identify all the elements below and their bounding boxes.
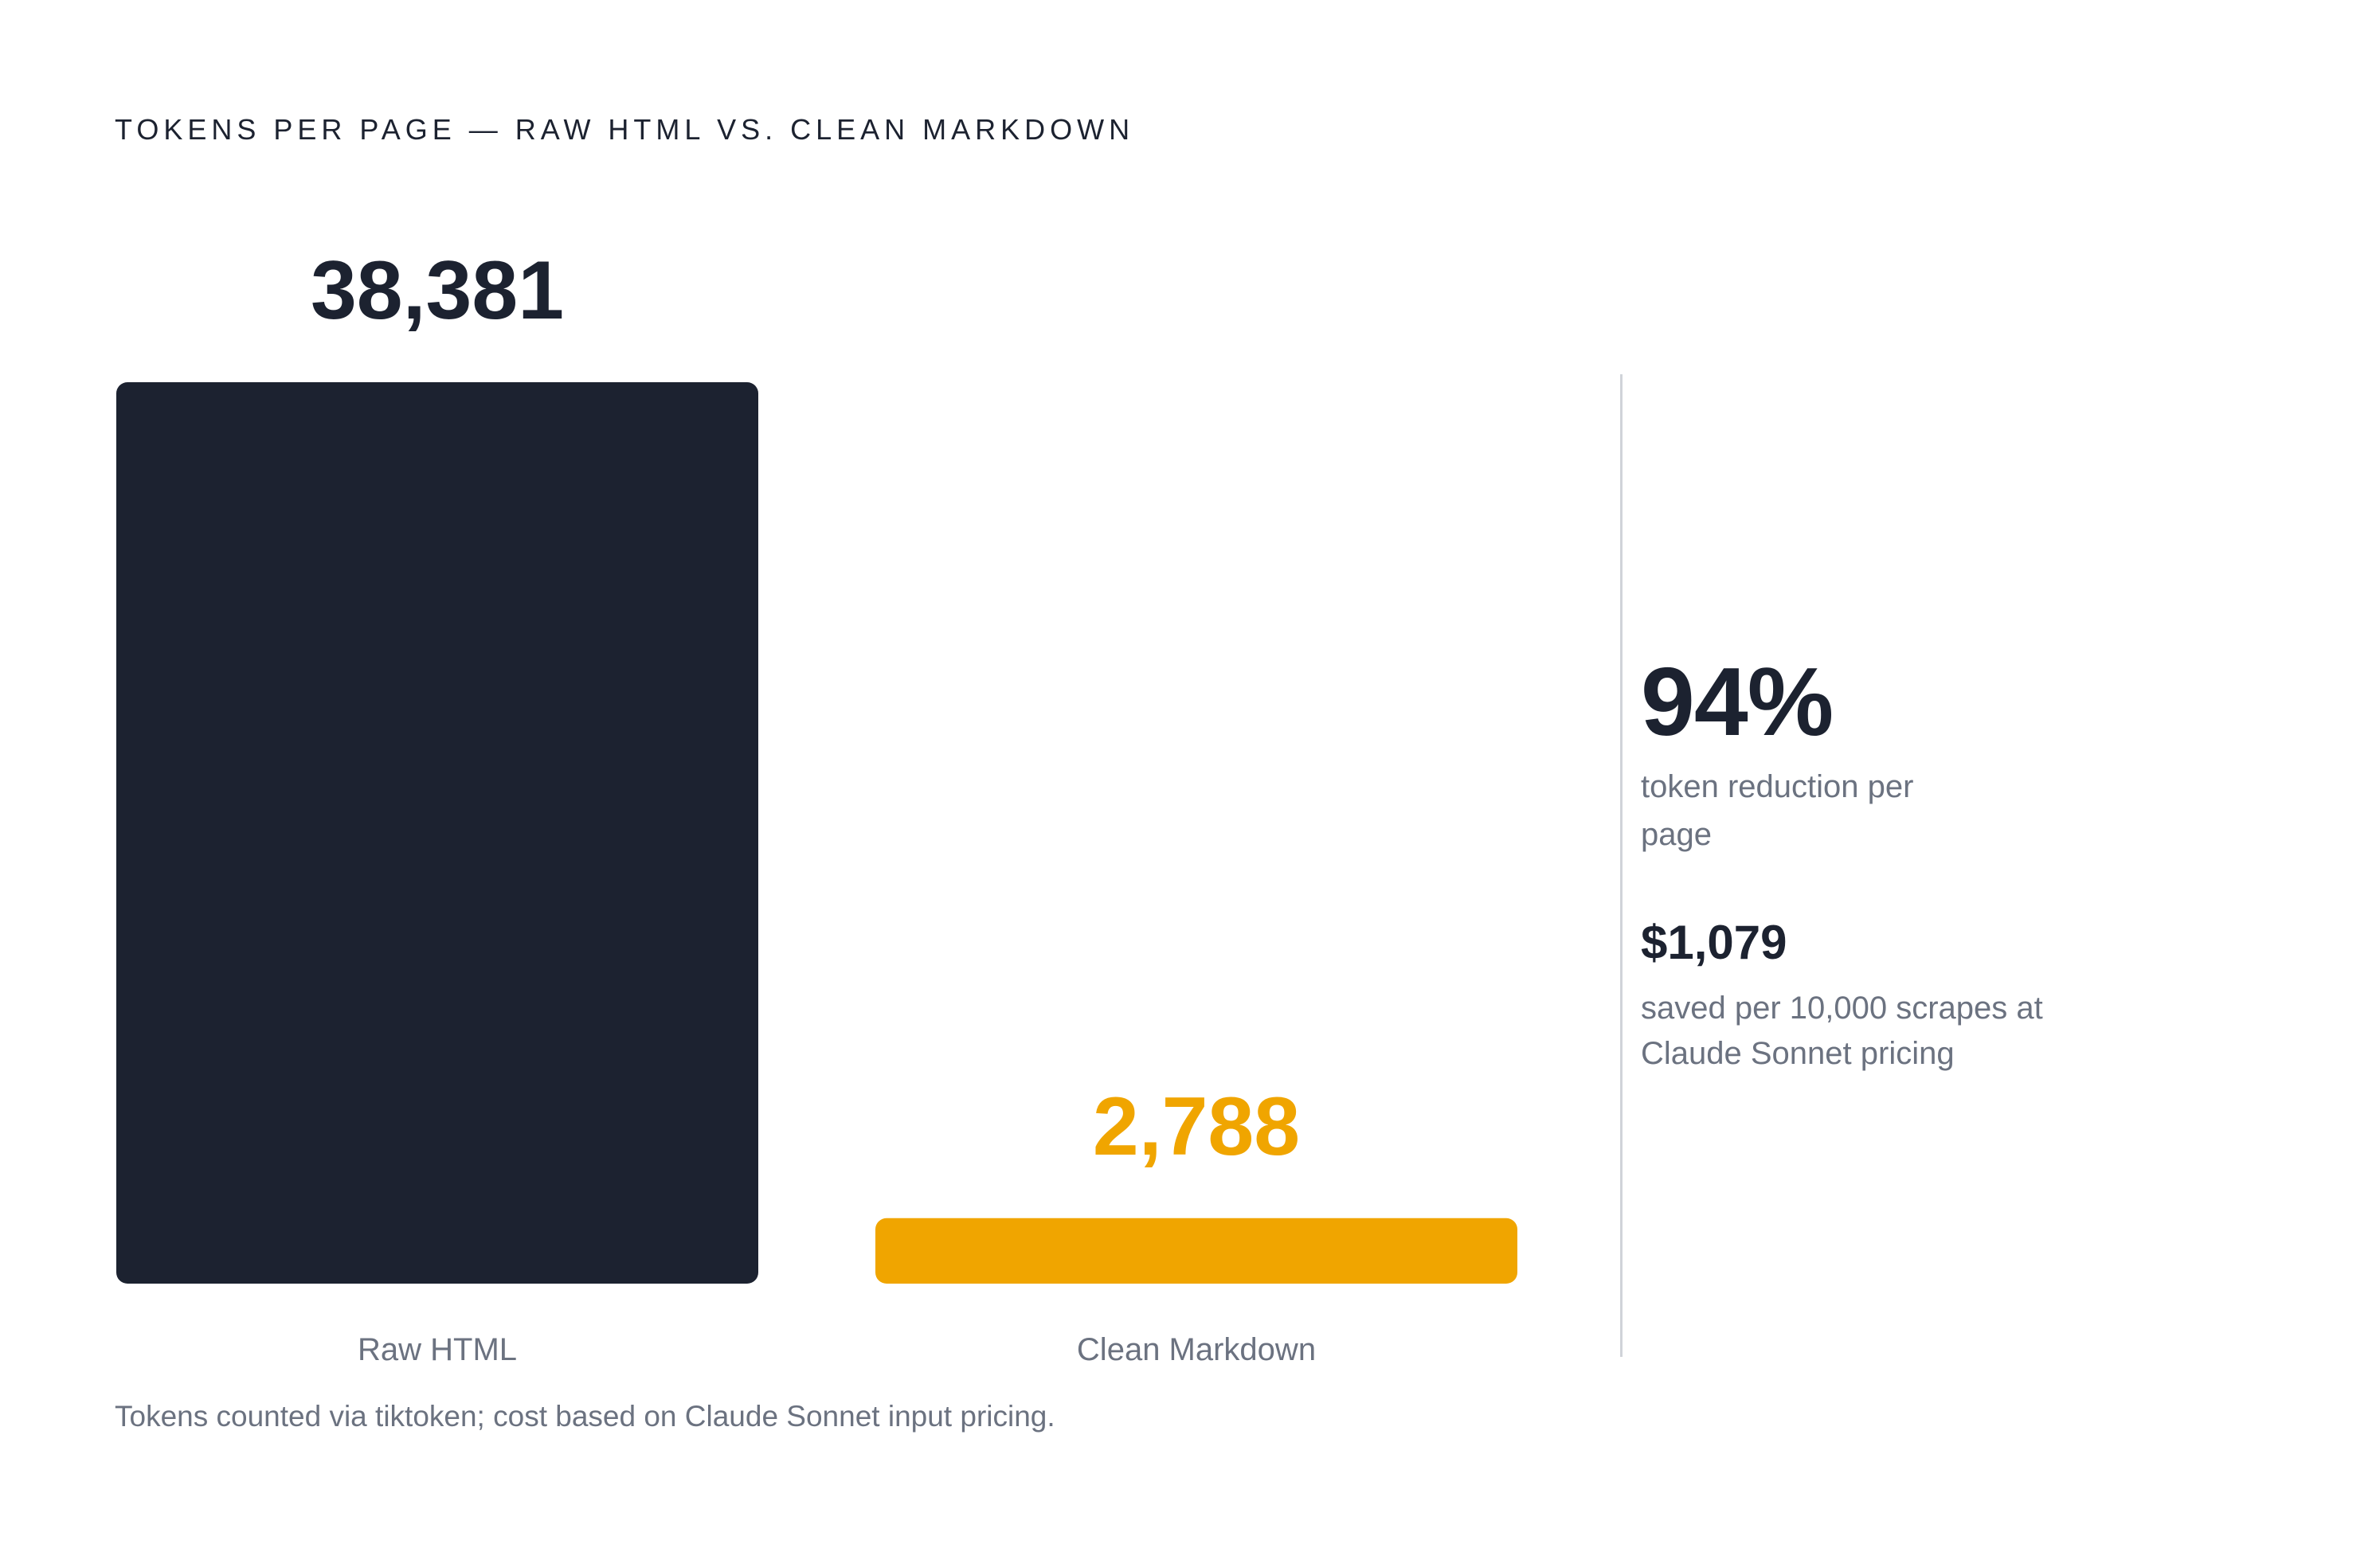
value-label-raw-html: 38,381 — [311, 244, 564, 337]
divider — [1620, 374, 1623, 1357]
footnote: Tokens counted via tiktoken; cost based … — [115, 1400, 1055, 1433]
stats-panel: 94% token reduction per page $1,079 save… — [1641, 653, 2246, 1077]
savings-label: saved per 10,000 scrapes at Claude Sonne… — [1641, 991, 2043, 1071]
chart-title: TOKENS PER PAGE — RAW HTML VS. CLEAN MAR… — [115, 113, 1135, 146]
bar-clean-markdown — [875, 1218, 1517, 1284]
reduction-label: token reduction per page — [1641, 769, 1914, 852]
category-label-clean-markdown: Clean Markdown — [1077, 1332, 1316, 1367]
bar-raw-html — [116, 382, 758, 1284]
category-label-raw-html: Raw HTML — [358, 1332, 517, 1367]
value-label-clean-markdown: 2,788 — [1093, 1081, 1300, 1173]
reduction-value: 94% — [1641, 647, 1834, 756]
savings-value: $1,079 — [1641, 916, 1787, 969]
